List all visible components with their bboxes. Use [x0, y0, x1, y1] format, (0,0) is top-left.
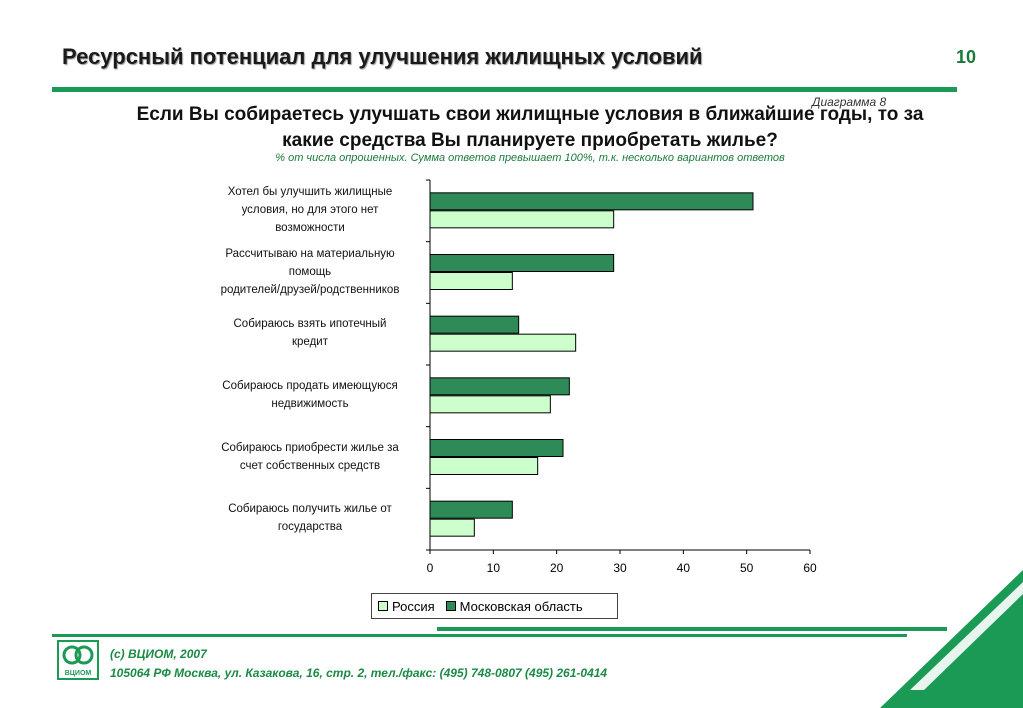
x-tick-label: 0: [427, 561, 434, 575]
diagram-label: Диаграмма 8: [812, 95, 887, 109]
bar-russia-1: [429, 210, 615, 229]
category-label: Хотел бы улучшить жилищные условия, но дл…: [227, 185, 393, 234]
header-divider: [52, 87, 957, 92]
chart-question: Если Вы собираетесь улучшать свои жилищн…: [80, 102, 980, 154]
bar-moscow-region-1: [429, 192, 754, 211]
x-tick-label: 10: [487, 561, 501, 575]
category-label: Рассчитываю на материальную помощь родител…: [220, 247, 400, 296]
footer-copyright: (с) ВЦИОМ, 2007: [110, 647, 207, 661]
bar-russia-6: [429, 518, 475, 537]
vciom-logo: ВЦИОМ: [57, 640, 99, 680]
bar-moscow-region-6: [429, 500, 513, 519]
x-tick-label: 40: [677, 561, 691, 575]
category-label: Собираюсь продать имеющуюся недвижимость: [222, 379, 398, 410]
legend-label-russia: Россия: [392, 598, 435, 614]
bar-moscow-region-5: [429, 439, 564, 457]
bar-moscow-region-2: [429, 254, 615, 272]
svg-text:ВЦИОМ: ВЦИОМ: [65, 670, 92, 677]
footer-rule-bottom: [52, 634, 907, 637]
chart-subtitle: % от числа опрошенных. Сумма ответов пре…: [275, 152, 785, 164]
legend-item-russia: Россия: [378, 599, 435, 614]
x-tick-label: 60: [803, 561, 817, 575]
bar-moscow-region-3: [429, 315, 520, 334]
question-line-1: Если Вы собираетесь улучшать свои жилищн…: [136, 104, 924, 125]
footer-address: 105064 РФ Москва, ул. Казакова, 16, стр.…: [110, 666, 608, 680]
bar-russia-5: [429, 457, 539, 475]
footer: (с) ВЦИОМ, 2007 105064 РФ Москва, ул. Ка…: [110, 645, 607, 683]
category-label: Собираюсь приобрести жилье за счет собств…: [221, 441, 399, 472]
legend-item-moscow-region: Московская область: [445, 598, 583, 614]
question-line-2: какие средства Вы планируете приобретать…: [282, 130, 778, 151]
x-tick-label: 20: [550, 561, 564, 575]
x-tick-label: 50: [740, 561, 754, 575]
bar-moscow-region-4: [429, 377, 570, 396]
chart-legend: Россия Московская область: [371, 593, 618, 619]
footer-rule-top: [437, 627, 947, 631]
corner-decoration: [880, 570, 1023, 708]
legend-label-moscow-region: Московская область: [459, 598, 583, 614]
x-tick-label: 30: [613, 561, 627, 575]
bar-russia-4: [429, 395, 551, 414]
bar-russia-3: [429, 333, 577, 352]
bar-russia-2: [429, 272, 513, 290]
logo-emblem-icon: ВЦИОМ: [62, 645, 94, 677]
legend-swatch-moscow-region: [445, 601, 456, 611]
page-number: 10: [956, 47, 977, 67]
page-title: Ресурсный потенциал для улучшения жилищн…: [62, 44, 703, 69]
category-label: Собираюсь взять ипотечный кредит: [233, 318, 387, 349]
category-label: Собираюсь получить жилье от государства: [228, 503, 392, 534]
legend-swatch-russia: [378, 601, 388, 611]
